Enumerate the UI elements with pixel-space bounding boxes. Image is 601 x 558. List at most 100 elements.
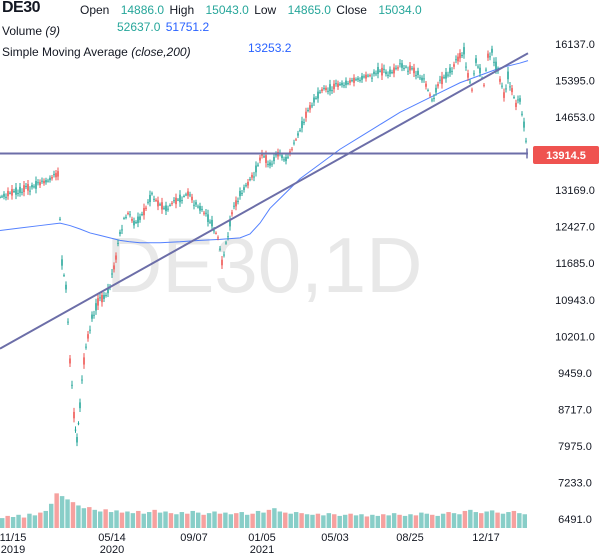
candle-body	[45, 180, 47, 183]
sma-200-line	[0, 60, 529, 244]
candle-body	[135, 222, 137, 224]
sma-line	[0, 60, 529, 244]
candle-body	[499, 78, 501, 82]
candle-body	[27, 184, 29, 191]
candle-body	[173, 200, 175, 202]
volume-bar	[424, 513, 430, 528]
volume-bar	[370, 514, 375, 528]
candle-body	[375, 73, 377, 75]
candle-body	[431, 99, 433, 101]
volume-bar	[163, 511, 168, 528]
volume-legend[interactable]: Volume (9)	[2, 24, 60, 38]
last-price-value: 13914.5	[546, 150, 586, 162]
candle-body	[233, 205, 235, 207]
trendlines[interactable]	[0, 52, 529, 350]
candle-body	[343, 85, 345, 87]
candle-body	[231, 212, 233, 215]
candle-body	[165, 205, 167, 212]
chart-watermark: DE30,1D	[106, 221, 423, 309]
candle-body	[333, 83, 335, 90]
candle-body	[93, 314, 95, 316]
candle-body	[413, 67, 415, 74]
candle-body	[255, 165, 257, 173]
candle-body	[363, 76, 365, 78]
y-axis: 16137.0 15395.0 14653.0 13169.0 12427.0 11685…	[555, 39, 595, 526]
candle-body	[301, 121, 303, 129]
candle-body	[303, 121, 305, 123]
volume-bar	[119, 512, 125, 528]
candle-body	[241, 193, 243, 195]
candle-body	[269, 162, 271, 166]
volume-bar	[272, 508, 277, 528]
candle-body	[347, 83, 349, 85]
volume-bar	[299, 513, 304, 528]
candle-body	[7, 190, 9, 197]
volume-bar	[468, 509, 473, 528]
candle-body	[79, 402, 81, 409]
candle-body	[143, 207, 145, 216]
candle-body	[519, 98, 521, 102]
candle-body	[433, 97, 435, 99]
candle-body	[295, 139, 297, 141]
candle-body	[1, 196, 3, 198]
volume-bar	[21, 517, 27, 528]
candle-body	[9, 192, 11, 194]
candle-body	[239, 190, 241, 197]
candle-body	[217, 237, 219, 239]
candle-body	[467, 73, 469, 78]
candle-body	[441, 76, 443, 85]
volume-bar	[136, 510, 141, 528]
y-tick-label: 10943.0	[555, 295, 595, 307]
volume-bar	[201, 514, 206, 528]
volume-bar	[38, 512, 43, 528]
candle-body	[83, 357, 85, 365]
candle-body	[105, 295, 107, 297]
candle-body	[15, 187, 17, 195]
volume-bar	[408, 514, 413, 528]
candle-body	[509, 86, 511, 88]
volume-bar	[473, 512, 479, 528]
trendline-ascending	[0, 52, 529, 350]
last-price-badge-bg	[533, 146, 599, 164]
volume-bar	[87, 507, 92, 528]
candle-body	[195, 202, 197, 205]
volume-bar	[511, 510, 517, 528]
y-tick-label: 11685.0	[556, 258, 595, 270]
candle-body	[111, 273, 113, 275]
candle-body	[281, 155, 283, 158]
x-tick-label: 12/17	[472, 532, 500, 544]
volume-bar	[364, 516, 370, 528]
candle-body	[5, 196, 7, 198]
candle-body	[85, 346, 87, 348]
candle-body	[459, 52, 461, 59]
candle-body	[115, 255, 117, 260]
candle-body	[177, 199, 179, 201]
candle-body	[317, 91, 319, 99]
candle-body	[29, 190, 31, 192]
candle-body	[387, 74, 389, 76]
candle-body	[67, 321, 69, 323]
candle-body	[127, 212, 129, 214]
candle-body	[137, 216, 139, 224]
candle-body	[513, 97, 515, 99]
volume-bar	[479, 513, 484, 528]
last-price-badge: 13914.5	[533, 146, 599, 164]
candle-body	[391, 71, 393, 73]
candle-body	[207, 214, 209, 223]
volume-bar	[206, 513, 212, 528]
volume-bar	[489, 510, 495, 528]
y-tick-label: 8717.0	[558, 404, 592, 416]
volume-bar	[141, 513, 146, 528]
sma-legend[interactable]: Simple Moving Average (close,200)	[2, 45, 191, 59]
volume-bar	[451, 513, 457, 528]
symbol-title[interactable]: DE30	[2, 0, 41, 16]
sma-param: (close,200)	[131, 45, 191, 59]
volume-bar	[375, 515, 381, 528]
candle-body	[501, 85, 503, 87]
volume-bar	[185, 513, 190, 528]
candle-body	[419, 77, 421, 79]
volume-bar	[288, 513, 293, 528]
candle-body	[63, 275, 65, 277]
x-tick-label: 01/05	[248, 532, 276, 544]
